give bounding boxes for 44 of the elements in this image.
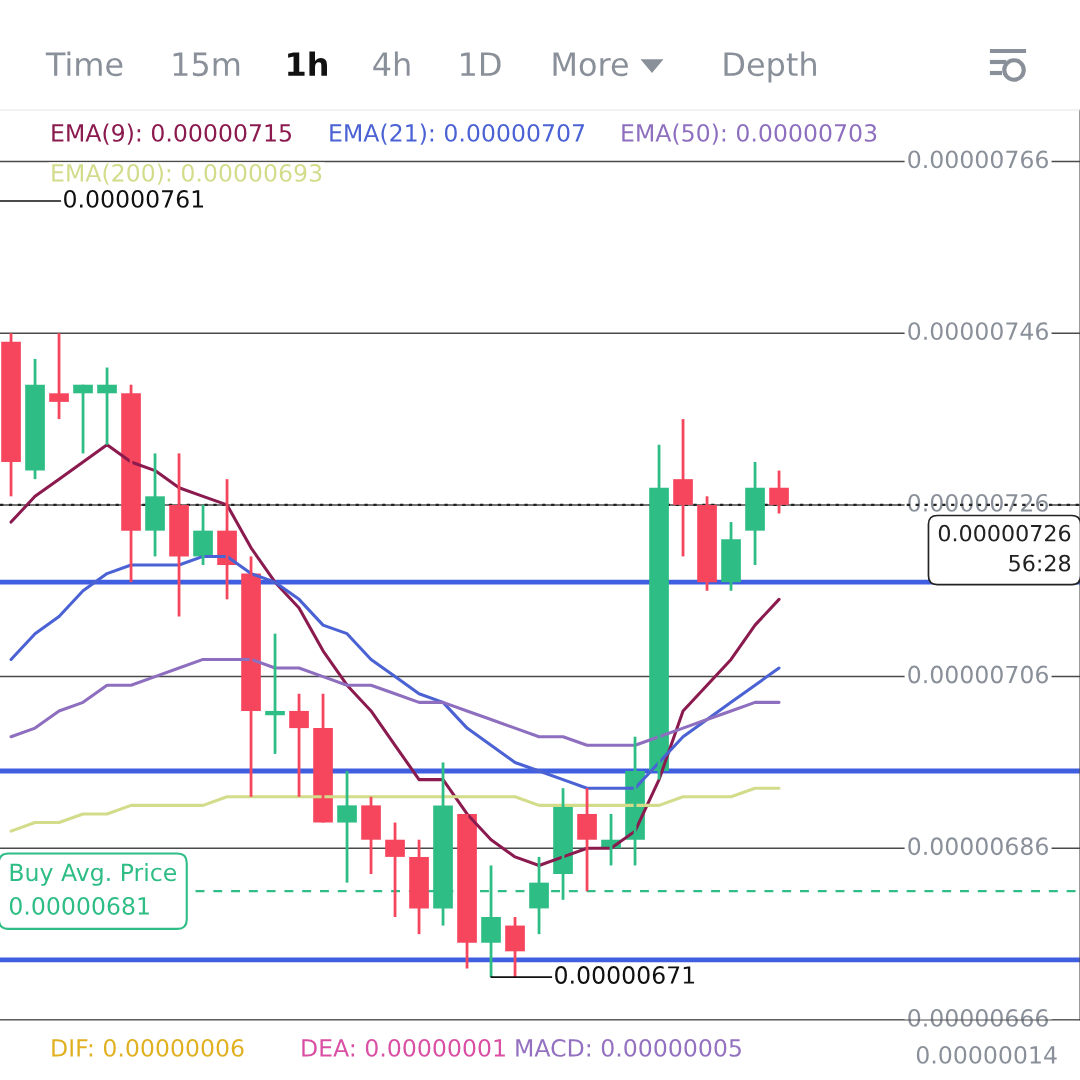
text: 0.00000014 [916, 1045, 1057, 1064]
annotation: 0.00000761 [64, 189, 204, 208]
text: EMA(9): 0.00000715 [52, 123, 291, 145]
candlestick [673, 417, 693, 558]
candlestick [169, 452, 189, 618]
candlestick [385, 821, 405, 919]
text: Time [45, 51, 123, 77]
candlestick [577, 786, 597, 893]
candlestick [769, 469, 789, 515]
ref-line-label: 0.00000726 56:28 [938, 524, 1071, 572]
y-tick-label: 0.00000766 [908, 150, 1048, 169]
text: DIF: 0.00000006 [52, 1038, 244, 1057]
candlestick [145, 452, 165, 558]
candlestick [457, 812, 477, 970]
line-series [9, 786, 781, 833]
text: EMA(200): 0.00000693 [52, 163, 322, 185]
candlestick [337, 769, 357, 885]
candlestick [25, 357, 45, 481]
text: DEA: 0.00000001 [302, 1038, 505, 1057]
y-tick-label: 0.00000726 [908, 493, 1048, 512]
text: 4h [373, 51, 410, 76]
text: Depth [724, 51, 816, 83]
candlestick [697, 494, 717, 593]
annotation: 0.00000671 [555, 966, 695, 984]
text: MACD: 0.00000005 [516, 1038, 741, 1057]
text: EMA(21): 0.00000707 [330, 123, 585, 145]
candlestick [409, 838, 429, 936]
ref-line-label: Buy Avg. Price 0.00000681 [9, 862, 177, 915]
text: 1h [288, 51, 327, 76]
candlestick [745, 460, 765, 567]
candlestick [721, 520, 741, 593]
y-tick-label: 0.00000746 [908, 322, 1048, 341]
candlestick [49, 331, 69, 421]
text: EMA(50): 0.00000703 [622, 123, 877, 145]
text: 15m [173, 52, 240, 77]
line-series [9, 657, 781, 747]
candlestick [361, 795, 381, 876]
y-tick-label: 0.00000686 [908, 837, 1048, 856]
text: 1D [461, 52, 501, 76]
candlestick [1, 331, 21, 498]
candlestick [121, 383, 141, 584]
text: More [553, 52, 628, 77]
y-tick-label: 0.00000706 [908, 665, 1048, 684]
candlestick [289, 692, 309, 799]
